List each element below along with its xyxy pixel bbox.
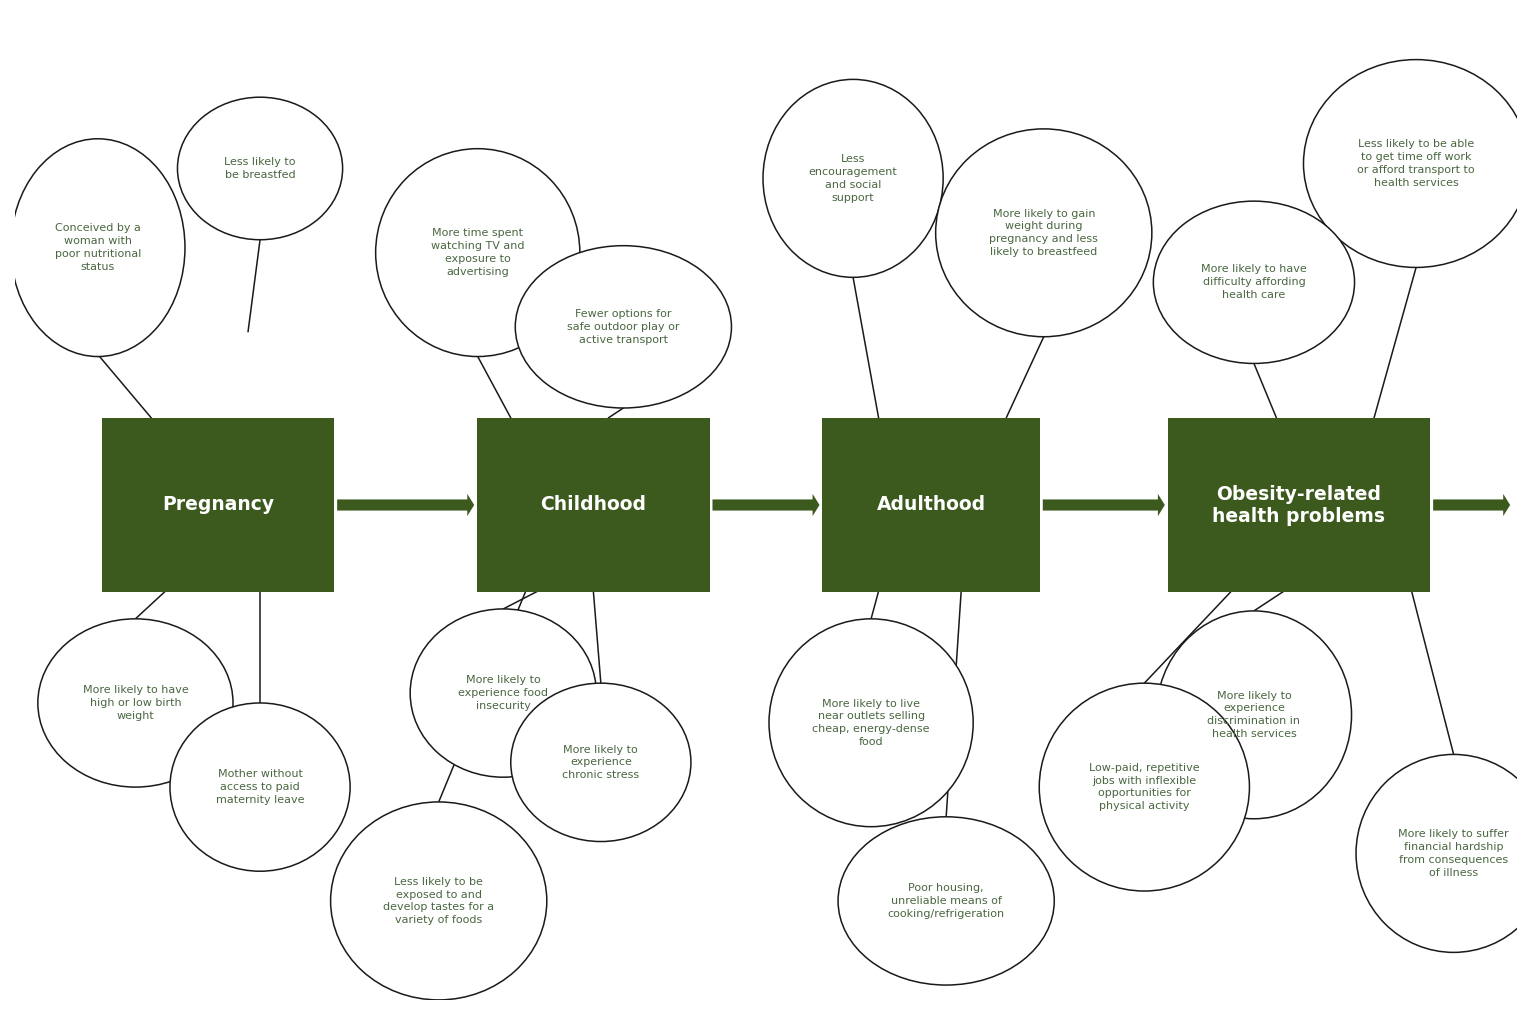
Ellipse shape <box>178 97 343 239</box>
Text: Mother without
access to paid
maternity leave: Mother without access to paid maternity … <box>216 770 305 805</box>
Text: Less likely to
be breastfed: Less likely to be breastfed <box>224 158 296 180</box>
Text: More likely to suffer
financial hardship
from consequences
of illness: More likely to suffer financial hardship… <box>1399 829 1509 878</box>
Ellipse shape <box>11 138 185 357</box>
Ellipse shape <box>170 703 351 872</box>
Text: Low-paid, repetitive
jobs with inflexible
opportunities for
physical activity: Low-paid, repetitive jobs with inflexibl… <box>1089 763 1200 811</box>
Text: More likely to gain
weight during
pregnancy and less
likely to breastfeed: More likely to gain weight during pregna… <box>990 209 1098 257</box>
Ellipse shape <box>38 619 233 787</box>
Ellipse shape <box>1154 201 1354 364</box>
Ellipse shape <box>1157 611 1351 819</box>
Text: Less
encouragement
and social
support: Less encouragement and social support <box>809 155 898 203</box>
Text: More likely to have
high or low birth
weight: More likely to have high or low birth we… <box>83 685 188 721</box>
Text: More likely to
experience food
insecurity: More likely to experience food insecurit… <box>458 676 548 711</box>
Ellipse shape <box>763 80 944 278</box>
Ellipse shape <box>331 802 547 1000</box>
FancyBboxPatch shape <box>823 418 1040 592</box>
Ellipse shape <box>838 817 1054 985</box>
Text: Less likely to be able
to get time off work
or afford transport to
health servic: Less likely to be able to get time off w… <box>1357 139 1475 188</box>
Ellipse shape <box>375 148 579 357</box>
Text: Childhood: Childhood <box>541 496 647 514</box>
Text: Less likely to be
exposed to and
develop tastes for a
variety of foods: Less likely to be exposed to and develop… <box>383 877 495 925</box>
Ellipse shape <box>769 619 973 826</box>
Ellipse shape <box>936 129 1152 336</box>
Text: Adulthood: Adulthood <box>876 496 985 514</box>
Text: More likely to
experience
discrimination in
health services: More likely to experience discrimination… <box>1207 691 1301 739</box>
Ellipse shape <box>411 609 596 778</box>
Text: More likely to
experience
chronic stress: More likely to experience chronic stress <box>562 744 639 780</box>
Text: More time spent
watching TV and
exposure to
advertising: More time spent watching TV and exposure… <box>430 228 524 277</box>
Text: Pregnancy: Pregnancy <box>162 496 274 514</box>
Text: Fewer options for
safe outdoor play or
active transport: Fewer options for safe outdoor play or a… <box>567 309 680 344</box>
Ellipse shape <box>510 683 691 841</box>
Ellipse shape <box>515 245 731 408</box>
Text: Conceived by a
woman with
poor nutritional
status: Conceived by a woman with poor nutrition… <box>55 223 141 272</box>
FancyBboxPatch shape <box>1167 418 1431 592</box>
FancyBboxPatch shape <box>101 418 334 592</box>
FancyBboxPatch shape <box>476 418 709 592</box>
Text: Obesity-related
health problems: Obesity-related health problems <box>1212 485 1385 525</box>
Ellipse shape <box>1304 60 1529 268</box>
Text: Poor housing,
unreliable means of
cooking/refrigeration: Poor housing, unreliable means of cookin… <box>887 883 1005 919</box>
Ellipse shape <box>1356 754 1532 952</box>
Text: More likely to have
difficulty affording
health care: More likely to have difficulty affording… <box>1201 265 1307 300</box>
Ellipse shape <box>1039 683 1250 891</box>
Text: More likely to live
near outlets selling
cheap, energy-dense
food: More likely to live near outlets selling… <box>812 699 930 747</box>
